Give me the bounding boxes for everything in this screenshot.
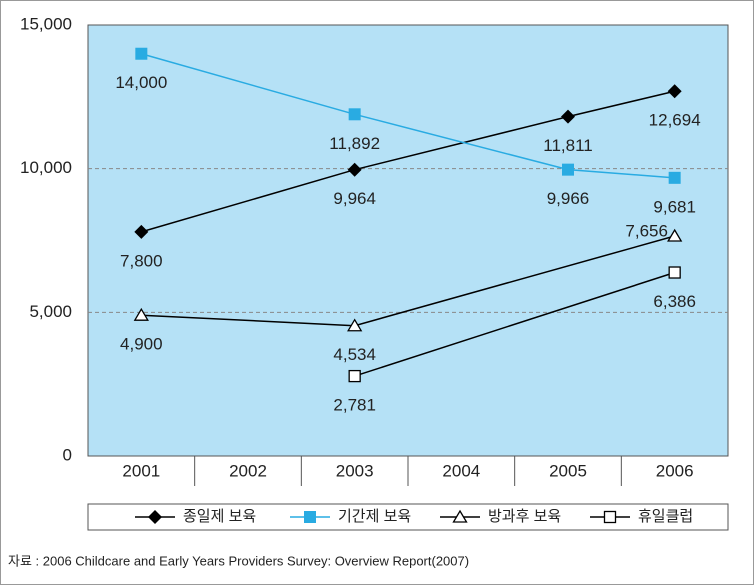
data-label: 7,800: [120, 251, 163, 270]
marker: [348, 108, 361, 121]
marker: [667, 84, 682, 99]
marker: [668, 266, 681, 279]
series-line: [141, 90, 675, 233]
y-tick-label: 0: [63, 445, 72, 464]
data-label: 9,964: [333, 189, 376, 208]
marker: [348, 369, 361, 383]
y-tick-label: 5,000: [29, 302, 72, 321]
marker: [667, 228, 683, 242]
series-line: [354, 271, 675, 377]
x-tick-label: 2003: [336, 461, 374, 480]
series-line: [141, 53, 675, 179]
marker: [347, 162, 362, 177]
data-label: 14,000: [115, 73, 167, 92]
marker: [668, 171, 681, 184]
marker: [347, 318, 363, 332]
marker: [562, 163, 574, 176]
marker: [148, 510, 162, 524]
x-tick-label: 2005: [549, 461, 587, 480]
legend-label: 방과후 보육: [488, 508, 561, 525]
data-label: 4,900: [120, 335, 163, 354]
marker: [135, 47, 148, 60]
data-label: 2,781: [333, 396, 376, 415]
data-label: 7,656: [625, 222, 668, 241]
plot-area: [87, 24, 729, 457]
data-label: 9,966: [547, 189, 590, 208]
source-note: 자료 : 2006 Childcare and Early Years Prov…: [8, 553, 469, 568]
legend-label: 기간제 보육: [338, 508, 411, 525]
marker: [452, 509, 468, 523]
data-label: 12,694: [649, 111, 701, 130]
legend-label: 종일제 보육: [183, 508, 256, 525]
y-tick-label: 10,000: [20, 158, 72, 177]
x-tick-label: 2001: [122, 461, 160, 480]
data-label: 11,811: [543, 136, 592, 155]
marker: [603, 510, 617, 524]
y-tick-label: 15,000: [20, 14, 72, 33]
x-tick-label: 2006: [656, 461, 694, 480]
marker: [561, 109, 575, 124]
x-tick-label: 2004: [442, 461, 480, 480]
data-label: 9,681: [653, 197, 696, 216]
x-tick-label: 2002: [229, 461, 267, 480]
marker: [304, 511, 316, 523]
marker: [134, 224, 149, 239]
marker: [133, 307, 149, 321]
data-label: 11,892: [329, 134, 380, 153]
data-label: 4,534: [333, 345, 376, 364]
legend-label: 휴일클럽: [638, 508, 693, 525]
data-label: 6,386: [653, 292, 696, 311]
